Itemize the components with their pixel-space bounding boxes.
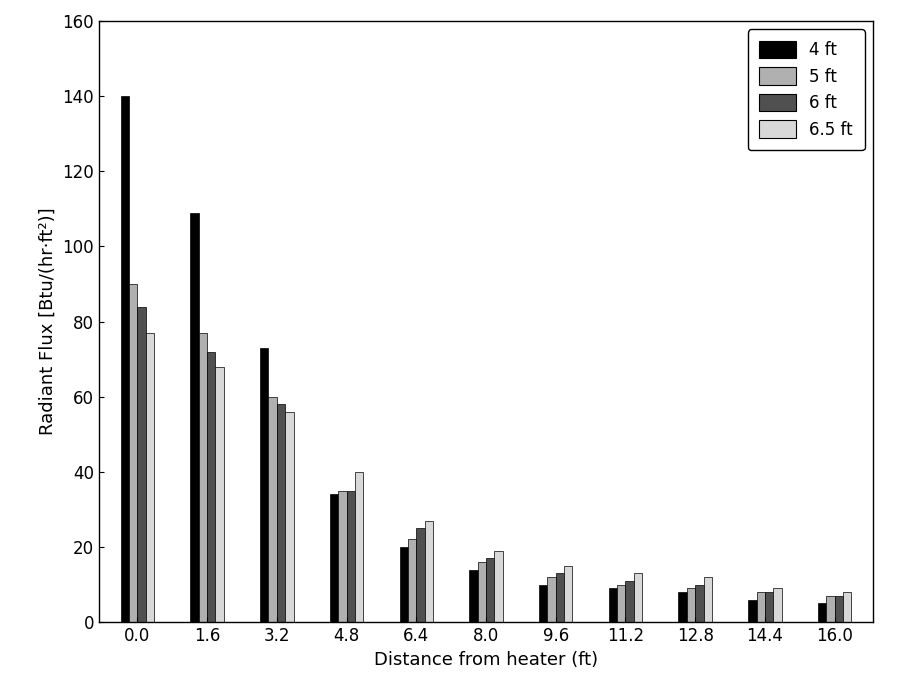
Bar — [617, 584, 626, 622]
Bar — [408, 540, 417, 622]
Bar — [417, 528, 425, 622]
X-axis label: Distance from heater (ft): Distance from heater (ft) — [374, 651, 598, 668]
Y-axis label: Radiant Flux [Btu/(hr·ft²)]: Radiant Flux [Btu/(hr·ft²)] — [39, 208, 57, 435]
Bar — [121, 96, 129, 622]
Bar — [547, 577, 555, 622]
Bar — [555, 573, 564, 622]
Bar — [190, 212, 199, 622]
Bar — [285, 412, 293, 622]
Bar — [773, 589, 782, 622]
Legend: 4 ft, 5 ft, 6 ft, 6.5 ft: 4 ft, 5 ft, 6 ft, 6.5 ft — [748, 29, 865, 150]
Bar — [539, 584, 547, 622]
Bar — [277, 404, 285, 622]
Bar — [757, 592, 765, 622]
Bar — [765, 592, 773, 622]
Bar — [494, 551, 503, 622]
Bar — [704, 577, 712, 622]
Bar — [748, 600, 757, 622]
Bar — [826, 596, 834, 622]
Bar — [834, 596, 843, 622]
Bar — [626, 581, 634, 622]
Bar — [146, 333, 154, 622]
Bar — [199, 333, 207, 622]
Bar — [469, 570, 478, 622]
Bar — [346, 491, 355, 622]
Bar — [260, 348, 268, 622]
Bar — [268, 397, 277, 622]
Bar — [687, 589, 695, 622]
Bar — [138, 306, 146, 622]
Bar — [129, 284, 138, 622]
Bar — [679, 592, 687, 622]
Bar — [486, 559, 494, 622]
Bar — [818, 603, 826, 622]
Bar — [634, 573, 643, 622]
Bar — [695, 584, 704, 622]
Bar — [338, 491, 346, 622]
Bar — [207, 352, 215, 622]
Bar — [478, 562, 486, 622]
Bar — [355, 472, 364, 622]
Bar — [215, 366, 224, 622]
Bar — [608, 589, 617, 622]
Bar — [400, 547, 408, 622]
Bar — [843, 592, 851, 622]
Bar — [329, 494, 338, 622]
Bar — [425, 521, 433, 622]
Bar — [564, 565, 572, 622]
